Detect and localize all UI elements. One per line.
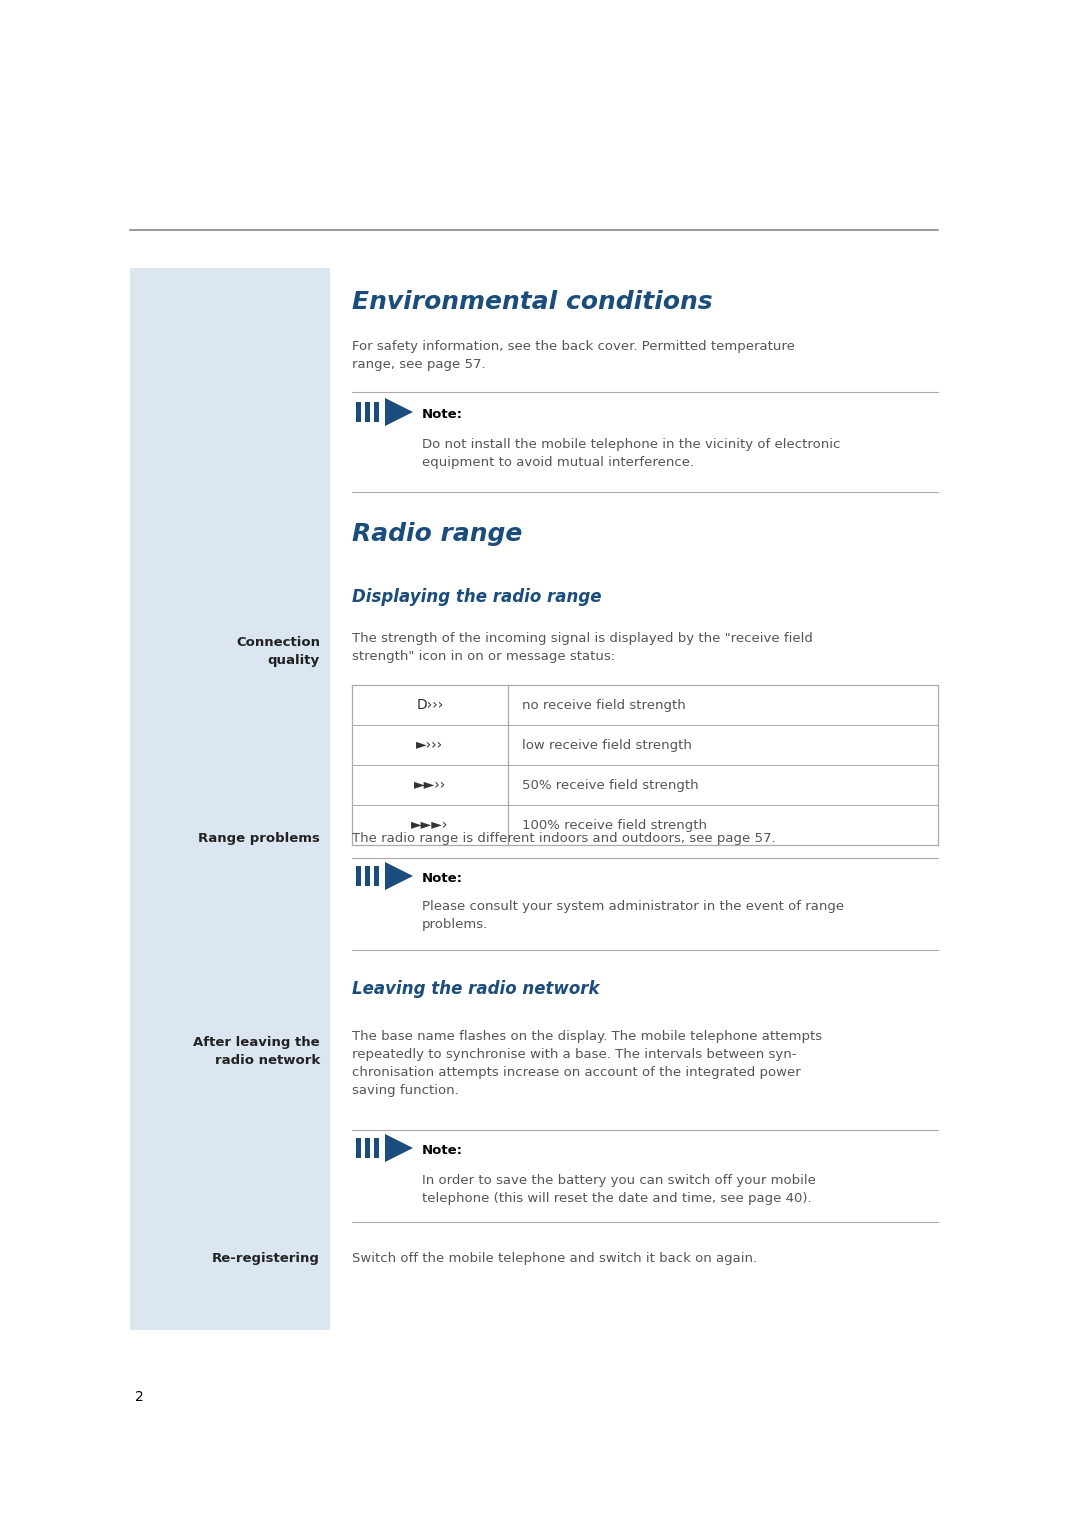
- Bar: [356, 866, 361, 886]
- Text: For safety information, see the back cover. Permitted temperature
range, see pag: For safety information, see the back cov…: [352, 341, 795, 371]
- Text: Note:: Note:: [422, 408, 463, 422]
- Text: After leaving the: After leaving the: [193, 1036, 320, 1050]
- Bar: [356, 402, 361, 422]
- Text: no receive field strength: no receive field strength: [522, 698, 686, 712]
- Text: low receive field strength: low receive field strength: [522, 738, 692, 752]
- Text: Please consult your system administrator in the event of range
problems.: Please consult your system administrator…: [422, 900, 845, 931]
- Text: The radio range is different indoors and outdoors, see page 57.: The radio range is different indoors and…: [352, 833, 775, 845]
- Text: 100% receive field strength: 100% receive field strength: [522, 819, 707, 831]
- Bar: [365, 1138, 370, 1158]
- Text: Switch off the mobile telephone and switch it back on again.: Switch off the mobile telephone and swit…: [352, 1251, 757, 1265]
- Text: Leaving the radio network: Leaving the radio network: [352, 979, 599, 998]
- Text: 2: 2: [135, 1390, 144, 1404]
- Text: ►►►›: ►►►›: [411, 817, 448, 833]
- Text: Environmental conditions: Environmental conditions: [352, 290, 713, 313]
- Text: ►›››: ►›››: [417, 738, 444, 752]
- Text: quality: quality: [268, 654, 320, 668]
- Text: 50% receive field strength: 50% receive field strength: [522, 778, 699, 792]
- Text: ►►››: ►►››: [414, 778, 446, 792]
- Polygon shape: [384, 1134, 413, 1161]
- Text: D›››: D›››: [417, 698, 444, 712]
- Text: Displaying the radio range: Displaying the radio range: [352, 588, 602, 607]
- Text: Note:: Note:: [422, 1144, 463, 1157]
- Text: Do not install the mobile telephone in the vicinity of electronic
equipment to a: Do not install the mobile telephone in t…: [422, 439, 840, 469]
- Text: Note:: Note:: [422, 872, 463, 885]
- Text: radio network: radio network: [215, 1054, 320, 1067]
- Text: The strength of the incoming signal is displayed by the "receive field
strength": The strength of the incoming signal is d…: [352, 633, 813, 663]
- Bar: [374, 402, 379, 422]
- Text: Connection: Connection: [237, 636, 320, 649]
- Text: The base name flashes on the display. The mobile telephone attempts
repeatedly t: The base name flashes on the display. Th…: [352, 1030, 822, 1097]
- Polygon shape: [384, 862, 413, 889]
- Bar: [356, 1138, 361, 1158]
- Text: In order to save the battery you can switch off your mobile
telephone (this will: In order to save the battery you can swi…: [422, 1174, 815, 1206]
- Text: Radio range: Radio range: [352, 523, 523, 545]
- FancyBboxPatch shape: [130, 267, 330, 1329]
- Text: Re-registering: Re-registering: [212, 1251, 320, 1265]
- Text: Range problems: Range problems: [198, 833, 320, 845]
- Polygon shape: [384, 397, 413, 426]
- Bar: [365, 402, 370, 422]
- Bar: [374, 1138, 379, 1158]
- Bar: [365, 866, 370, 886]
- Bar: [374, 866, 379, 886]
